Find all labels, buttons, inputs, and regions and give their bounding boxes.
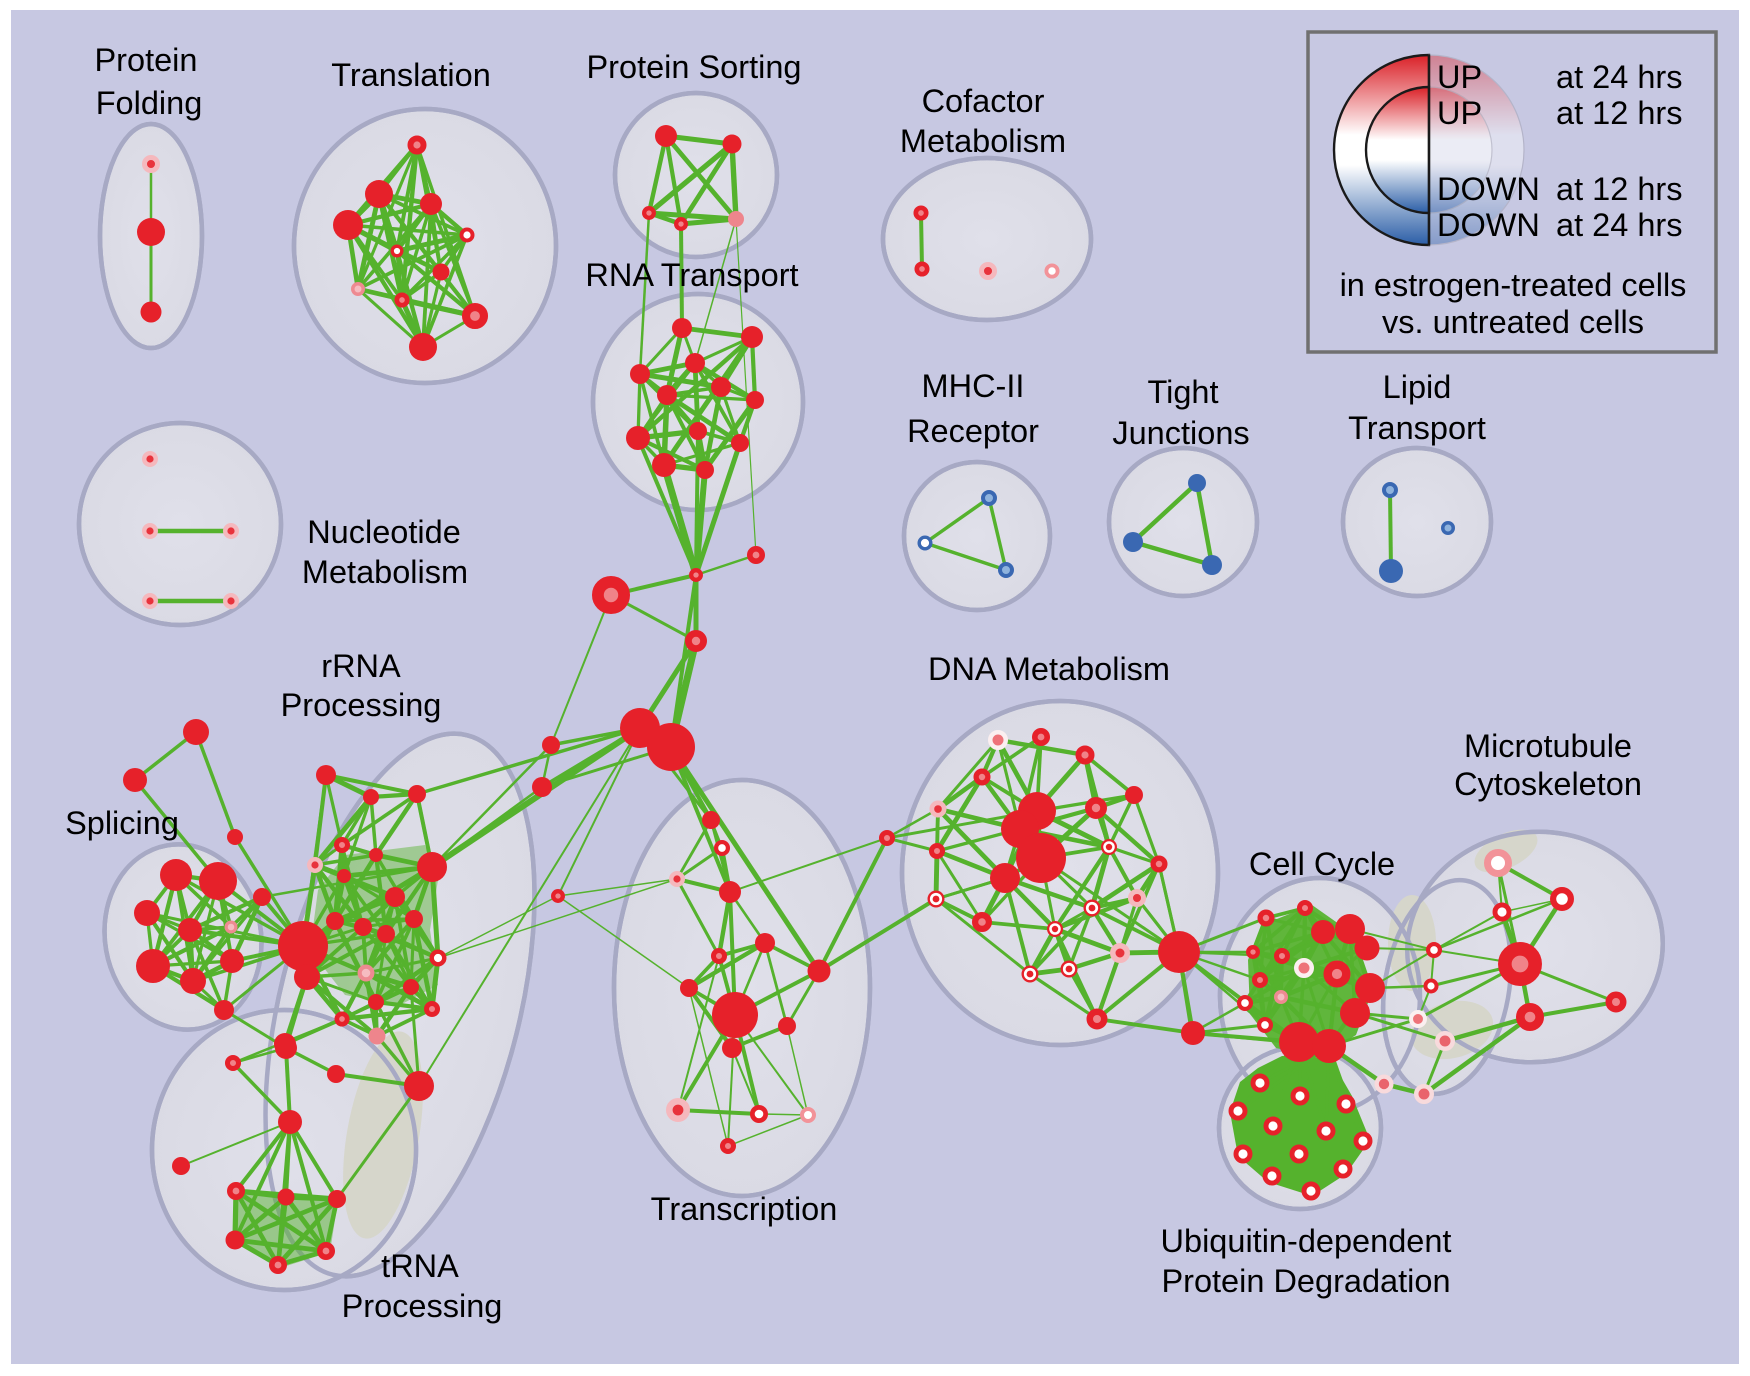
svg-text:Junctions: Junctions [1112,415,1249,451]
svg-text:rRNA: rRNA [321,648,401,684]
svg-text:DOWN: DOWN [1437,171,1540,207]
svg-text:vs. untreated cells: vs. untreated cells [1382,304,1644,340]
svg-text:Cytoskeleton: Cytoskeleton [1454,766,1642,802]
svg-text:Splicing: Splicing [65,805,179,841]
svg-text:Cell Cycle: Cell Cycle [1249,846,1395,882]
svg-text:at 24 hrs: at 24 hrs [1556,207,1682,243]
svg-text:Lipid: Lipid [1383,369,1452,405]
svg-text:UP: UP [1437,95,1482,131]
svg-text:UP: UP [1437,59,1482,95]
svg-text:Microtubule: Microtubule [1464,728,1632,764]
svg-text:DOWN: DOWN [1437,207,1540,243]
svg-text:Cofactor: Cofactor [922,83,1045,119]
svg-text:Protein Degradation: Protein Degradation [1161,1263,1450,1299]
svg-text:Transport: Transport [1348,410,1486,446]
svg-text:in estrogen-treated cells: in estrogen-treated cells [1340,267,1687,303]
svg-text:Metabolism: Metabolism [900,123,1066,159]
svg-text:Processing: Processing [342,1288,503,1324]
svg-text:Folding: Folding [96,85,203,121]
svg-text:Protein: Protein [95,42,198,78]
svg-text:tRNA: tRNA [381,1248,459,1284]
svg-text:Tight: Tight [1147,374,1218,410]
svg-text:RNA Transport: RNA Transport [585,257,798,293]
svg-text:at 12 hrs: at 12 hrs [1556,95,1682,131]
svg-text:at 24 hrs: at 24 hrs [1556,59,1682,95]
svg-text:Protein Sorting: Protein Sorting [587,49,802,85]
svg-text:DNA Metabolism: DNA Metabolism [928,651,1170,687]
svg-text:Ubiquitin-dependent: Ubiquitin-dependent [1161,1223,1452,1259]
svg-text:Metabolism: Metabolism [302,554,468,590]
svg-text:Nucleotide: Nucleotide [307,514,461,550]
svg-text:Translation: Translation [331,57,491,93]
svg-text:MHC-II: MHC-II [922,368,1025,404]
svg-text:Transcription: Transcription [651,1191,838,1227]
svg-text:at 12 hrs: at 12 hrs [1556,171,1682,207]
svg-text:Processing: Processing [281,687,442,723]
svg-text:Receptor: Receptor [907,413,1039,449]
